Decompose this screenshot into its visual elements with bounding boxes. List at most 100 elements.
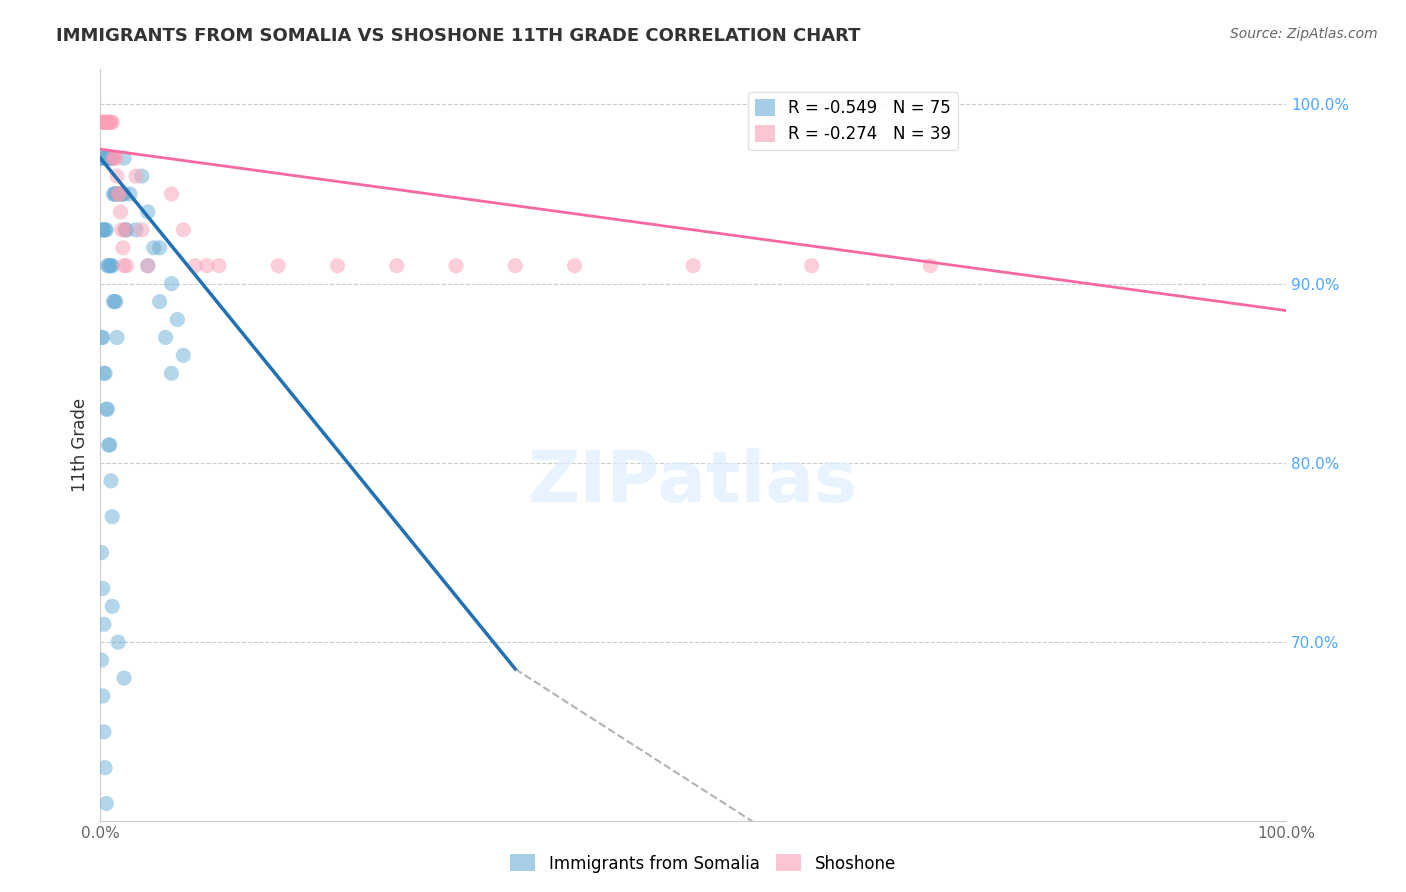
Point bbox=[107, 186, 129, 201]
Point bbox=[125, 169, 148, 183]
Point bbox=[103, 186, 125, 201]
Point bbox=[97, 115, 120, 129]
Point bbox=[97, 259, 120, 273]
Point bbox=[184, 259, 207, 273]
Point bbox=[91, 689, 114, 703]
Point bbox=[564, 259, 586, 273]
Point bbox=[100, 115, 122, 129]
Point bbox=[108, 186, 131, 201]
Point bbox=[96, 832, 118, 847]
Point bbox=[91, 582, 114, 596]
Point bbox=[103, 186, 125, 201]
Point bbox=[108, 186, 131, 201]
Point bbox=[90, 330, 112, 344]
Point bbox=[107, 186, 129, 201]
Point bbox=[105, 330, 128, 344]
Point bbox=[93, 115, 115, 129]
Point bbox=[96, 259, 118, 273]
Point bbox=[90, 653, 112, 667]
Point bbox=[136, 259, 159, 273]
Point bbox=[115, 259, 138, 273]
Text: ZIPatlas: ZIPatlas bbox=[529, 448, 858, 517]
Point bbox=[94, 223, 117, 237]
Point bbox=[103, 151, 125, 165]
Point bbox=[93, 151, 115, 165]
Point bbox=[91, 115, 114, 129]
Point bbox=[267, 259, 290, 273]
Point bbox=[111, 223, 134, 237]
Point bbox=[104, 151, 127, 165]
Point bbox=[110, 205, 132, 219]
Point bbox=[100, 474, 122, 488]
Point bbox=[94, 761, 117, 775]
Point bbox=[96, 223, 118, 237]
Point bbox=[90, 115, 112, 129]
Point bbox=[98, 438, 121, 452]
Point bbox=[96, 797, 118, 811]
Point bbox=[93, 223, 115, 237]
Point bbox=[160, 366, 183, 380]
Point bbox=[91, 223, 114, 237]
Point bbox=[112, 186, 135, 201]
Point bbox=[96, 115, 118, 129]
Point bbox=[98, 151, 121, 165]
Point bbox=[107, 635, 129, 649]
Point bbox=[172, 223, 194, 237]
Point bbox=[142, 241, 165, 255]
Point bbox=[97, 438, 120, 452]
Point bbox=[91, 151, 114, 165]
Point bbox=[160, 186, 183, 201]
Point bbox=[101, 115, 124, 129]
Point bbox=[110, 186, 132, 201]
Point bbox=[98, 115, 121, 129]
Point bbox=[103, 294, 125, 309]
Point bbox=[100, 259, 122, 273]
Point bbox=[149, 294, 172, 309]
Point bbox=[90, 151, 112, 165]
Point bbox=[115, 223, 138, 237]
Point bbox=[90, 545, 112, 559]
Point bbox=[96, 402, 118, 417]
Point bbox=[155, 330, 177, 344]
Point bbox=[100, 151, 122, 165]
Point bbox=[166, 312, 188, 326]
Point bbox=[172, 348, 194, 362]
Point bbox=[111, 241, 134, 255]
Point bbox=[114, 223, 136, 237]
Point bbox=[505, 259, 527, 273]
Point bbox=[93, 617, 115, 632]
Point bbox=[101, 509, 124, 524]
Point bbox=[385, 259, 408, 273]
Point bbox=[131, 169, 153, 183]
Point bbox=[94, 115, 117, 129]
Point bbox=[94, 366, 117, 380]
Point bbox=[94, 151, 117, 165]
Text: IMMIGRANTS FROM SOMALIA VS SHOSHONE 11TH GRADE CORRELATION CHART: IMMIGRANTS FROM SOMALIA VS SHOSHONE 11TH… bbox=[56, 27, 860, 45]
Point bbox=[103, 151, 125, 165]
Point bbox=[96, 115, 118, 129]
Point bbox=[682, 259, 704, 273]
Point bbox=[91, 330, 114, 344]
Point bbox=[160, 277, 183, 291]
Point bbox=[90, 868, 112, 882]
Point bbox=[136, 205, 159, 219]
Point bbox=[112, 259, 135, 273]
Point bbox=[111, 186, 134, 201]
Point bbox=[101, 599, 124, 614]
Point bbox=[105, 186, 128, 201]
Y-axis label: 11th Grade: 11th Grade bbox=[72, 398, 89, 492]
Point bbox=[920, 259, 942, 273]
Point bbox=[93, 366, 115, 380]
Point bbox=[104, 294, 127, 309]
Point bbox=[444, 259, 467, 273]
Point bbox=[112, 151, 135, 165]
Point bbox=[105, 169, 128, 183]
Point bbox=[98, 259, 121, 273]
Point bbox=[136, 259, 159, 273]
Point bbox=[111, 186, 134, 201]
Legend: R = -0.549   N = 75, R = -0.274   N = 39: R = -0.549 N = 75, R = -0.274 N = 39 bbox=[748, 92, 957, 150]
Point bbox=[103, 294, 125, 309]
Legend: Immigrants from Somalia, Shoshone: Immigrants from Somalia, Shoshone bbox=[503, 847, 903, 880]
Point bbox=[101, 259, 124, 273]
Point bbox=[208, 259, 231, 273]
